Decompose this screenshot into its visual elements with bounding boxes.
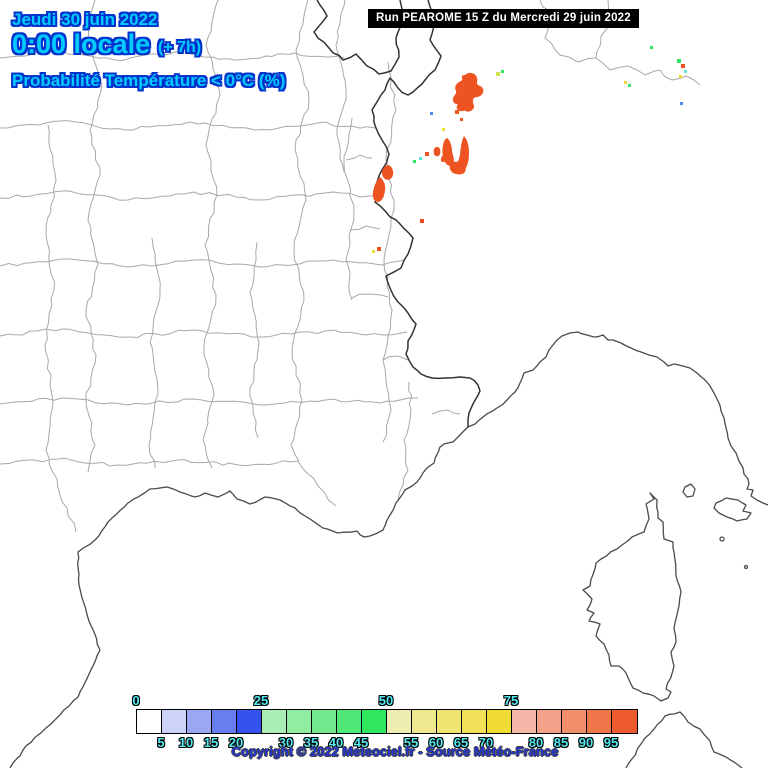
legend-cell: [137, 710, 162, 733]
high-probability-region: [449, 161, 466, 175]
probability-speck: [650, 46, 653, 49]
probability-speck: [455, 110, 459, 114]
time-offset-label: (+ 7h): [158, 39, 202, 56]
probability-speck: [372, 250, 375, 253]
probability-speck: [430, 112, 433, 115]
probability-speck: [681, 64, 685, 68]
legend-cell: [387, 710, 412, 733]
legend-tick-label: 25: [253, 693, 269, 708]
legend-cell: [412, 710, 437, 733]
legend-cell: [437, 710, 462, 733]
probability-speck: [679, 75, 682, 78]
legend-tick-label: 60: [428, 735, 444, 750]
legend-tick-label: 10: [178, 735, 194, 750]
legend-cell: [512, 710, 537, 733]
probability-speck: [628, 84, 631, 87]
legend-tick-label: 80: [528, 735, 544, 750]
coastline: [9, 331, 768, 768]
legend-cell: [187, 710, 212, 733]
legend-cell: [237, 710, 262, 733]
legend-tick-label: 95: [603, 735, 619, 750]
probability-speck: [501, 70, 504, 73]
legend-cell: [212, 710, 237, 733]
legend-cell: [537, 710, 562, 733]
probability-speck: [677, 59, 681, 63]
legend-cell: [562, 710, 587, 733]
legend-cell: [462, 710, 487, 733]
legend-cell: [312, 710, 337, 733]
probability-speck: [680, 102, 683, 105]
variable-label: Probabilité Température < 0°C (%): [12, 71, 286, 90]
high-probability-region: [381, 165, 394, 180]
legend-cell: [287, 710, 312, 733]
legend-tick-label: 85: [553, 735, 569, 750]
legend-tick-label: 90: [578, 735, 594, 750]
probability-overlay: [372, 46, 687, 253]
legend-tick-label: 15: [203, 735, 219, 750]
legend-tick-label: 40: [328, 735, 344, 750]
probability-speck: [420, 219, 424, 223]
high-probability-region: [440, 156, 446, 163]
department-borders: [0, 0, 701, 642]
legend-tick-label: 5: [157, 735, 165, 750]
legend-tick-label: 0: [132, 693, 140, 708]
legend-colorbar: [136, 709, 638, 734]
legend-cell: [362, 710, 387, 733]
legend-tick-label: 30: [278, 735, 294, 750]
local-time-label: 0:00 locale: [12, 29, 151, 59]
legend-tick-label: 50: [378, 693, 394, 708]
high-probability-region: [456, 102, 466, 112]
legend-cell: [337, 710, 362, 733]
date-label: Jeudi 30 juin 2022: [12, 10, 158, 29]
legend-cell: [487, 710, 512, 733]
legend-cell: [587, 710, 612, 733]
high-probability-region: [452, 72, 484, 112]
run-info-box: Run PEAROME 15 Z du Mercredi 29 juin 202…: [368, 9, 639, 28]
probability-speck: [460, 118, 463, 121]
probability-speck: [624, 81, 627, 84]
probability-speck: [377, 247, 381, 251]
national-border: [313, 0, 481, 427]
legend-tick-label: 55: [403, 735, 419, 750]
high-probability-region: [372, 177, 386, 202]
legend-tick-label: 65: [453, 735, 469, 750]
legend-tick-label: 35: [303, 735, 319, 750]
high-probability-region: [433, 147, 441, 157]
legend-tick-label: 75: [503, 693, 519, 708]
legend-tick-label: 45: [353, 735, 369, 750]
legend-cell: [162, 710, 187, 733]
probability-speck: [496, 72, 500, 76]
copyright-label: Copyright © 2022 Meteociel.fr - Source M…: [231, 744, 559, 759]
legend-tick-label: 20: [228, 735, 244, 750]
legend-cell: [262, 710, 287, 733]
probability-speck: [442, 128, 445, 131]
probability-speck: [419, 157, 422, 160]
legend-cell: [612, 710, 637, 733]
probability-speck: [425, 152, 429, 156]
probability-speck: [413, 160, 416, 163]
legend-tick-label: 70: [478, 735, 494, 750]
probability-speck: [684, 70, 687, 73]
